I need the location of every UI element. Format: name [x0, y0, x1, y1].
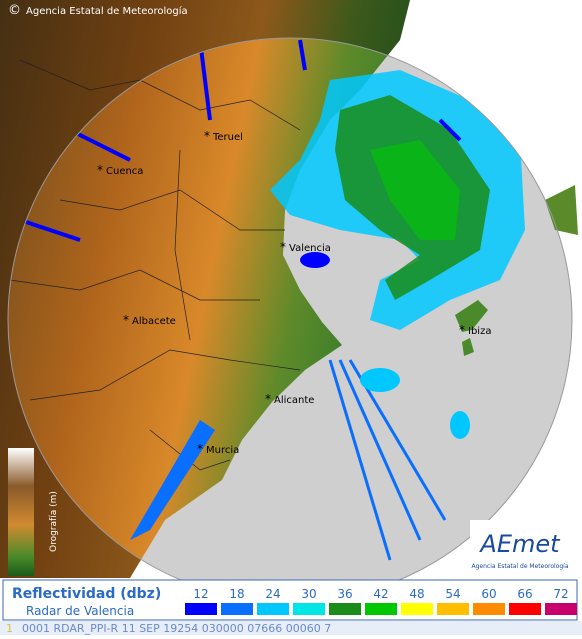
legend-title: Reflectividad (dbz) [12, 586, 161, 602]
city-marker: * [197, 442, 203, 456]
legend-value: 60 [481, 587, 496, 601]
logo-mark: AEmet [478, 530, 561, 558]
legend-value: 18 [229, 587, 244, 601]
ibiza [455, 300, 488, 356]
legend-swatch [329, 603, 361, 615]
legend-value: 24 [265, 587, 280, 601]
legend-swatch [365, 603, 397, 615]
borders [9, 59, 301, 471]
legend-scale: 12 18 24 30 36 42 48 54 60 66 72 [185, 587, 577, 615]
city-marker: * [265, 392, 271, 406]
city-label: Albacete [132, 316, 176, 327]
legend-value: 12 [193, 587, 208, 601]
legend-swatch [293, 603, 325, 615]
legend-value: 66 [517, 587, 532, 601]
logo-box [470, 520, 570, 575]
orography-title: Orografía (m) [49, 491, 59, 552]
legend-value: 72 [553, 587, 568, 601]
legend-value: 36 [337, 587, 352, 601]
city-label: Valencia [289, 243, 331, 254]
legend-swatch [473, 603, 505, 615]
legend-swatch [401, 603, 433, 615]
status-bar [0, 621, 582, 635]
legend-swatch [509, 603, 541, 615]
logo-text: Agencia Estatal de Meteorología [472, 563, 569, 570]
city-label: Ibiza [468, 326, 491, 337]
city-marker: * [123, 313, 129, 327]
legend-swatch [437, 603, 469, 615]
city-label: Cuenca [106, 166, 143, 177]
city-marker: * [459, 323, 465, 337]
status-text: 0001 RDAR_PPI-R 11 SEP 19254 030000 0766… [22, 622, 331, 635]
orography-bar [8, 448, 34, 576]
city-labels: * Teruel* Cuenca* Valencia* Albacete* Ibiza* A… [97, 129, 491, 456]
mallorca [545, 185, 578, 235]
legend-swatch [257, 603, 289, 615]
status-index: 1 [6, 622, 13, 635]
city-label: Murcia [206, 445, 239, 456]
legend-swatch [545, 603, 577, 615]
city-marker: * [280, 240, 286, 254]
legend-swatch [221, 603, 253, 615]
city-label: Alicante [274, 395, 314, 406]
agency: Agencia Estatal de Meteorología [26, 5, 188, 17]
legend-swatch [185, 603, 217, 615]
legend-value: 30 [301, 587, 316, 601]
city-marker: * [97, 163, 103, 177]
echoes [19, 39, 525, 561]
city-label: Teruel [212, 132, 243, 143]
legend-value: 42 [373, 587, 388, 601]
city-marker: * [204, 129, 210, 143]
legend-value: 48 [409, 587, 424, 601]
legend-value: 54 [445, 587, 460, 601]
legend-subtitle: Radar de Valencia [26, 604, 134, 618]
copyright: © [8, 3, 21, 18]
